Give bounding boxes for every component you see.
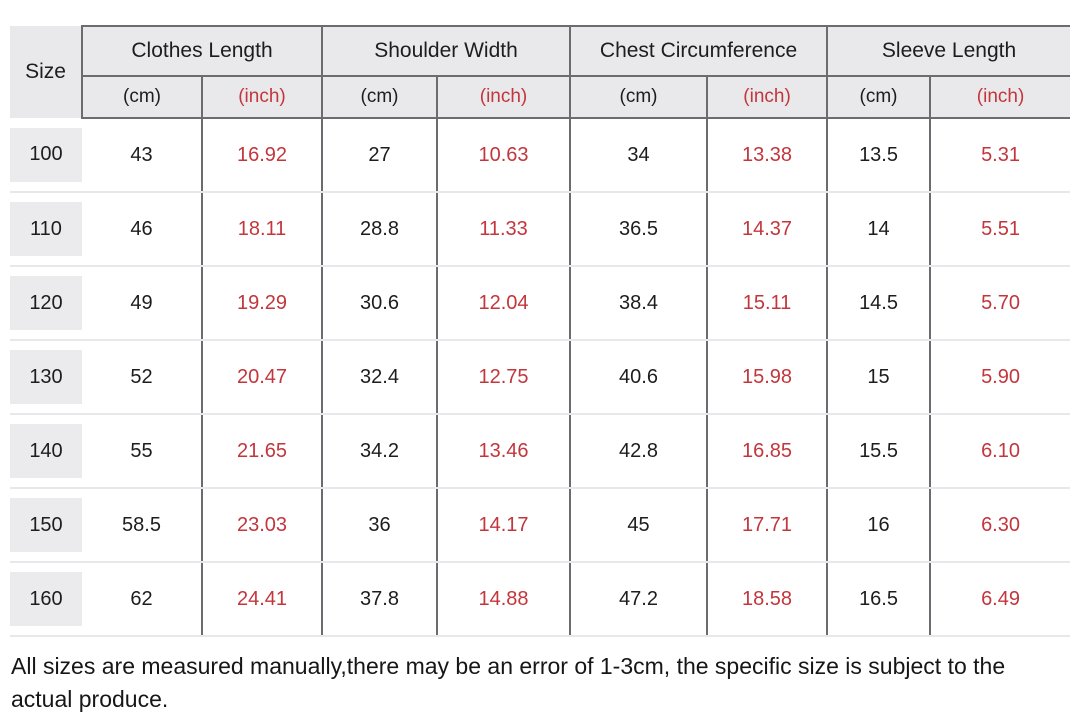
value-cell: 37.8 (321, 562, 437, 637)
value-cell: 52 (82, 340, 202, 415)
table-row: 120 49 19.29 30.6 12.04 38.4 15.11 14.5 … (10, 266, 1071, 341)
value-cell: 15 (826, 340, 931, 415)
group-header-row: Size Clothes Length Shoulder Width Chest… (10, 25, 1071, 118)
value-cell: 16 (826, 488, 931, 563)
value-cell: 17.71 (706, 488, 828, 563)
table-row: 110 46 18.11 28.8 11.33 36.5 14.37 14 5.… (10, 192, 1071, 267)
value-cell: 49 (82, 266, 202, 341)
value-cell: 62 (82, 562, 202, 637)
column-header-clothes-length: Clothes Length (81, 25, 322, 77)
size-chip: 140 (10, 424, 82, 478)
value-cell: 55 (82, 414, 202, 489)
column-header-sleeve-length: Sleeve Length (826, 25, 1071, 77)
value-cell: 16.85 (706, 414, 828, 489)
value-cell: 20.47 (201, 340, 322, 415)
unit-header-inch: (inch) (706, 76, 828, 119)
size-cell: 110 (10, 192, 82, 267)
unit-header-inch: (inch) (929, 76, 1071, 119)
value-cell: 28.8 (321, 192, 437, 267)
table-row: 100 43 16.92 27 10.63 34 13.38 13.5 5.31 (10, 118, 1071, 193)
value-cell: 10.63 (435, 118, 571, 193)
size-chip: 150 (10, 498, 82, 552)
value-cell: 13.5 (826, 118, 931, 193)
value-cell: 38.4 (569, 266, 708, 341)
value-cell: 15.98 (706, 340, 828, 415)
value-cell: 27 (321, 118, 437, 193)
table-row: 140 55 21.65 34.2 13.46 42.8 16.85 15.5 … (10, 414, 1071, 489)
size-chip: 110 (10, 202, 82, 256)
size-cell: 100 (10, 118, 82, 193)
unit-header-cm: (cm) (321, 76, 437, 119)
value-cell: 6.30 (929, 488, 1071, 563)
value-cell: 45 (569, 488, 708, 563)
value-cell: 14.17 (435, 488, 571, 563)
unit-header-cm: (cm) (81, 76, 202, 119)
table-row: 150 58.5 23.03 36 14.17 45 17.71 16 6.30 (10, 488, 1071, 563)
value-cell: 12.75 (435, 340, 571, 415)
table-row: 130 52 20.47 32.4 12.75 40.6 15.98 15 5.… (10, 340, 1071, 415)
table-row: 160 62 24.41 37.8 14.88 47.2 18.58 16.5 … (10, 562, 1071, 637)
size-cell: 120 (10, 266, 82, 341)
size-chip: 130 (10, 350, 82, 404)
value-cell: 58.5 (82, 488, 202, 563)
value-cell: 42.8 (569, 414, 708, 489)
size-chart-table: Size Clothes Length Shoulder Width Chest… (10, 25, 1071, 637)
value-cell: 13.38 (706, 118, 828, 193)
value-cell: 24.41 (201, 562, 322, 637)
value-cell: 11.33 (435, 192, 571, 267)
value-cell: 47.2 (569, 562, 708, 637)
value-cell: 16.5 (826, 562, 931, 637)
column-header-chest-circumference: Chest Circumference (569, 25, 828, 77)
value-cell: 34.2 (321, 414, 437, 489)
column-header-shoulder-width: Shoulder Width (320, 25, 571, 77)
unit-header-row: (cm) (inch) (cm) (inch) (cm) (inch) (cm)… (10, 76, 1071, 119)
value-cell: 5.90 (929, 340, 1071, 415)
value-cell: 43 (82, 118, 202, 193)
value-cell: 46 (82, 192, 202, 267)
value-cell: 15.11 (706, 266, 828, 341)
value-cell: 32.4 (321, 340, 437, 415)
size-cell: 140 (10, 414, 82, 489)
value-cell: 14.5 (826, 266, 931, 341)
value-cell: 40.6 (569, 340, 708, 415)
size-cell: 150 (10, 488, 82, 563)
unit-header-inch: (inch) (201, 76, 322, 119)
size-chip: 160 (10, 572, 82, 626)
value-cell: 13.46 (435, 414, 571, 489)
value-cell: 14 (826, 192, 931, 267)
value-cell: 18.11 (201, 192, 322, 267)
value-cell: 19.29 (201, 266, 322, 341)
size-chip: 100 (10, 127, 82, 182)
value-cell: 21.65 (201, 414, 322, 489)
value-cell: 36.5 (569, 192, 708, 267)
value-cell: 14.37 (706, 192, 828, 267)
unit-header-cm: (cm) (826, 76, 931, 119)
value-cell: 5.31 (929, 118, 1071, 193)
value-cell: 14.88 (435, 562, 571, 637)
value-cell: 16.92 (201, 118, 322, 193)
size-chip: 120 (10, 276, 82, 330)
size-cell: 160 (10, 562, 82, 637)
value-cell: 23.03 (201, 488, 322, 563)
value-cell: 18.58 (706, 562, 828, 637)
value-cell: 12.04 (435, 266, 571, 341)
column-header-size: Size (10, 26, 82, 118)
value-cell: 5.51 (929, 192, 1071, 267)
unit-header-inch: (inch) (435, 76, 571, 119)
value-cell: 34 (569, 118, 708, 193)
value-cell: 15.5 (826, 414, 931, 489)
value-cell: 6.49 (929, 562, 1071, 637)
measurement-disclaimer-note: All sizes are measured manually,there ma… (11, 653, 1006, 712)
value-cell: 6.10 (929, 414, 1071, 489)
value-cell: 36 (321, 488, 437, 563)
value-cell: 5.70 (929, 266, 1071, 341)
unit-header-cm: (cm) (569, 76, 708, 119)
size-cell: 130 (10, 340, 82, 415)
value-cell: 30.6 (321, 266, 437, 341)
